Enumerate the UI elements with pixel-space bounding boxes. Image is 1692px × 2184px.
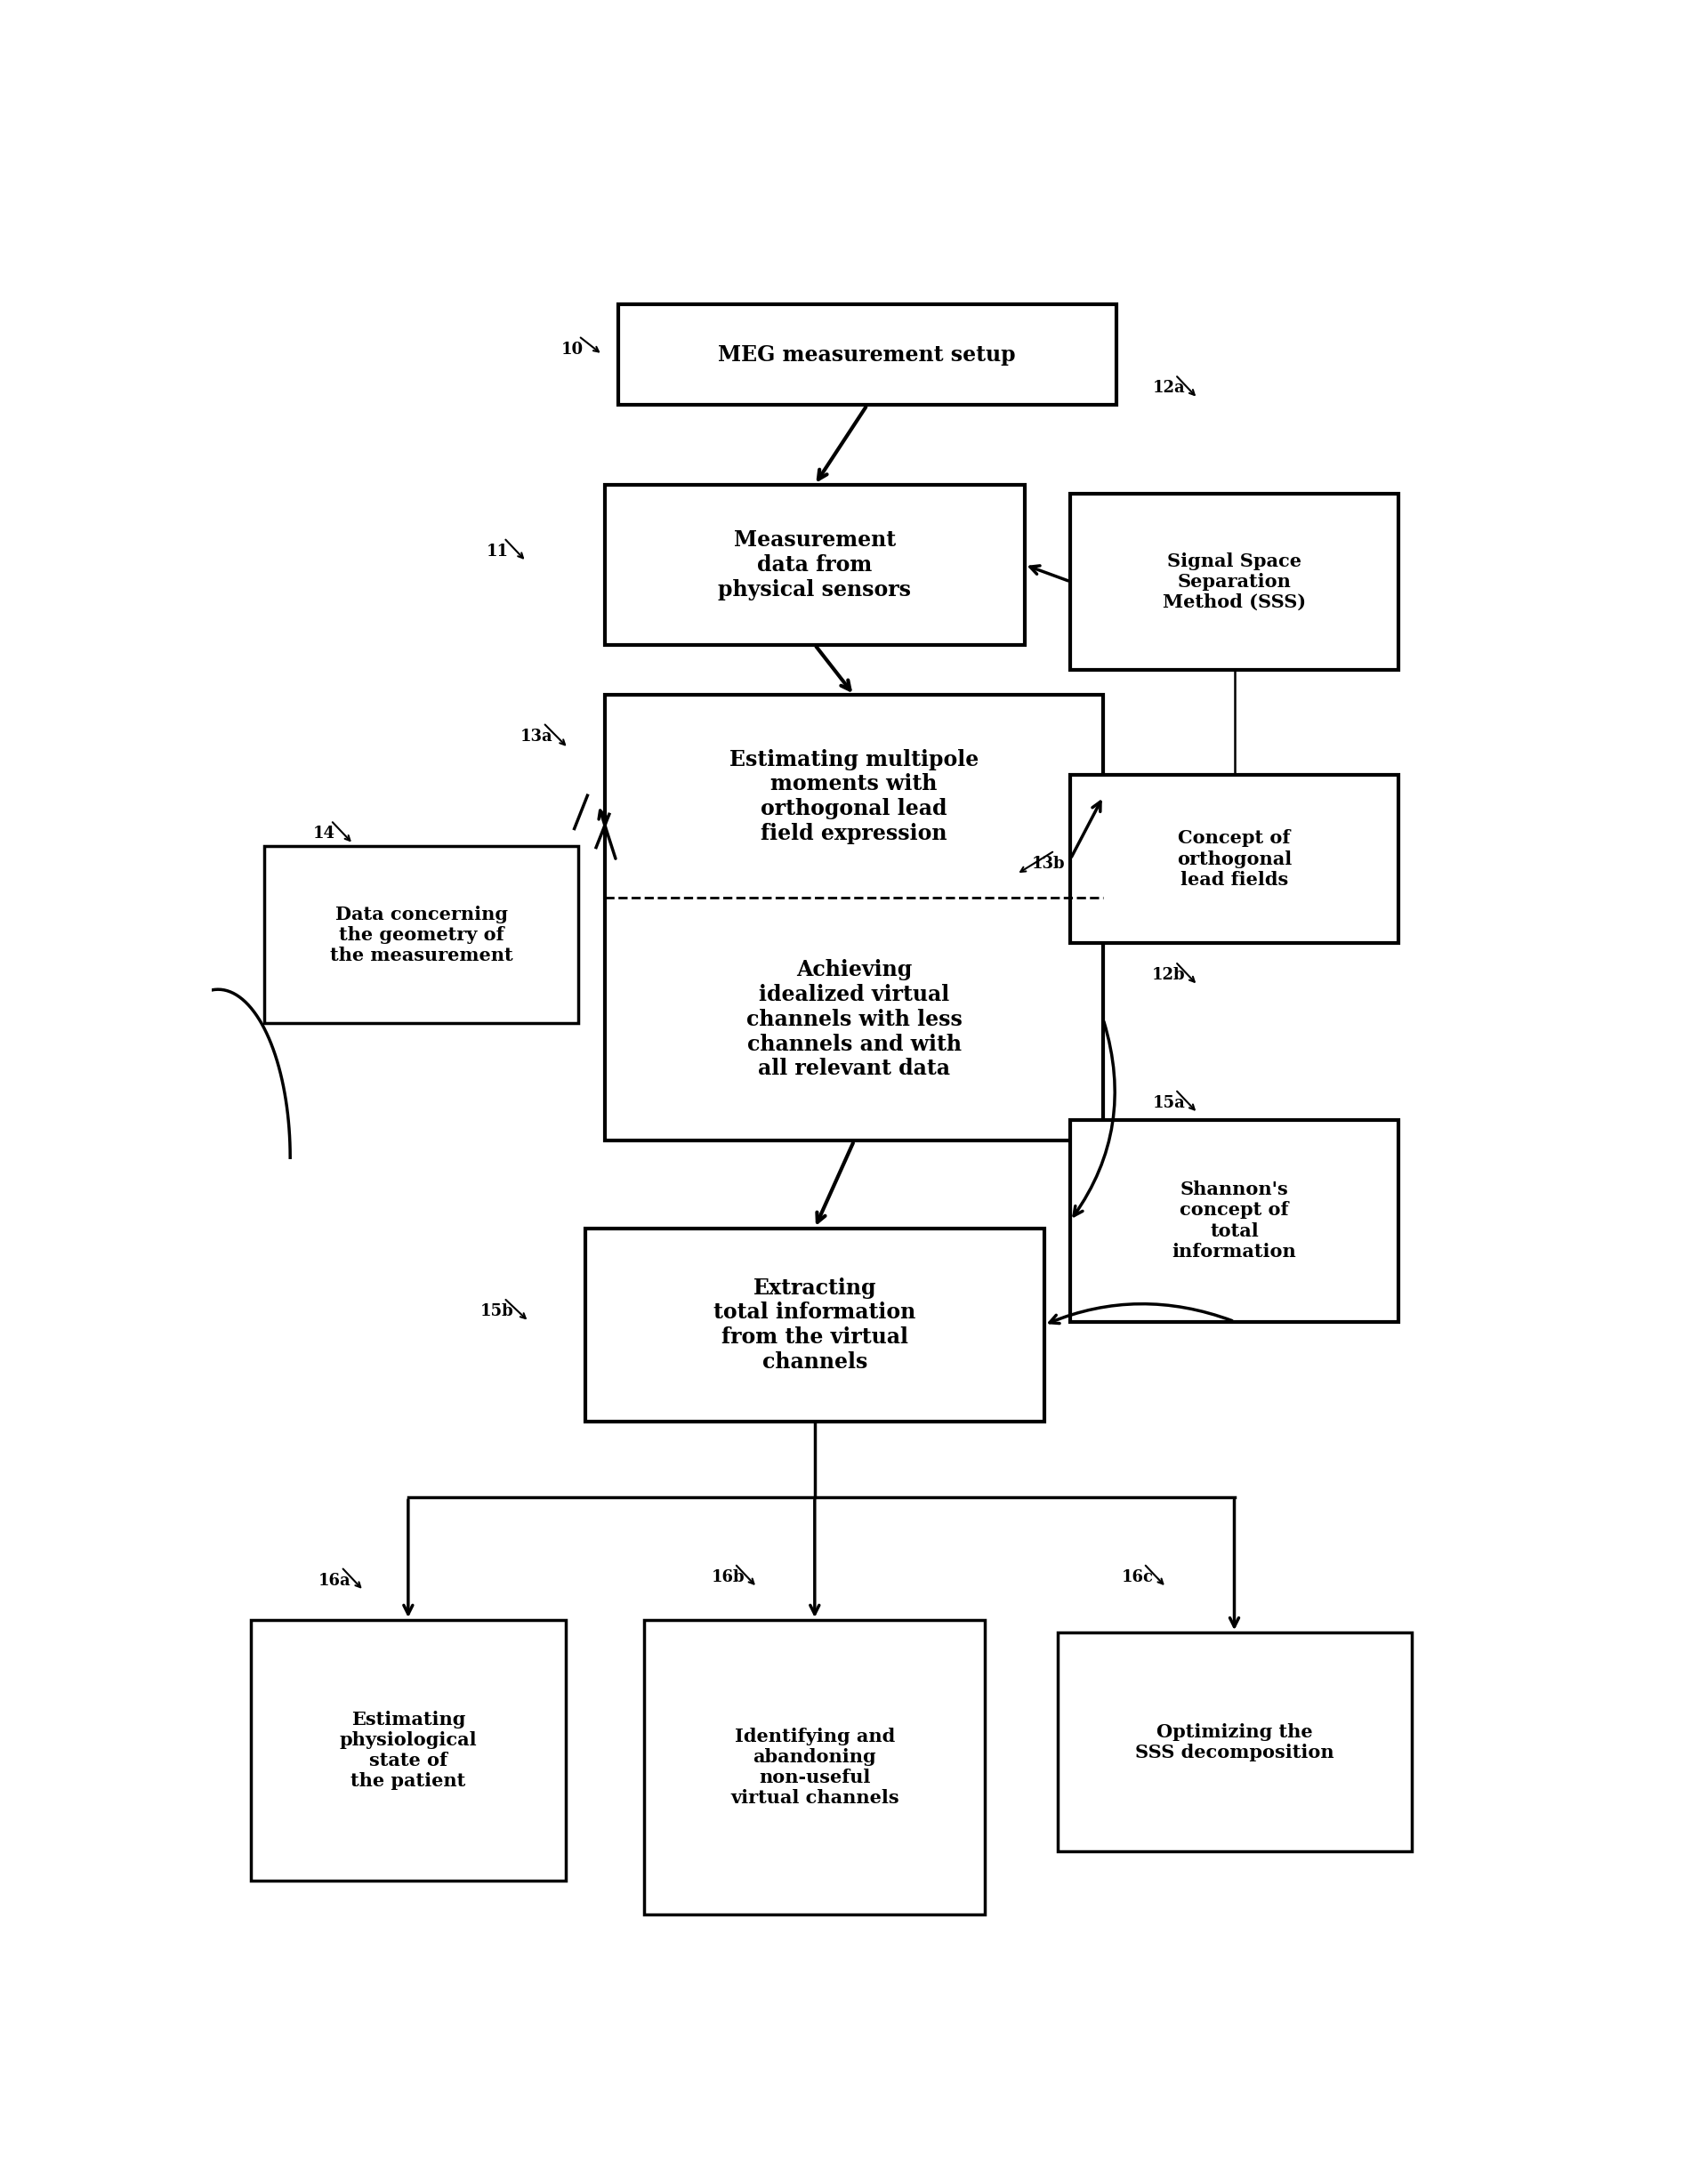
FancyBboxPatch shape: [264, 847, 579, 1022]
Text: Identifying and
abandoning
non-useful
virtual channels: Identifying and abandoning non-useful vi…: [731, 1728, 898, 1806]
Text: 13b: 13b: [1032, 856, 1064, 871]
Text: 16a: 16a: [318, 1572, 350, 1588]
Text: 15a: 15a: [1152, 1094, 1184, 1112]
Text: 13a: 13a: [521, 727, 553, 745]
FancyBboxPatch shape: [1071, 775, 1398, 943]
Text: 10: 10: [562, 341, 584, 358]
Text: 15b: 15b: [481, 1304, 514, 1319]
Text: Estimating
physiological
state of
the patient: Estimating physiological state of the pa…: [340, 1710, 477, 1791]
Text: 16b: 16b: [711, 1568, 744, 1586]
FancyBboxPatch shape: [1058, 1634, 1411, 1852]
FancyBboxPatch shape: [618, 304, 1117, 404]
Text: 16c: 16c: [1122, 1568, 1154, 1586]
Text: Achieving
idealized virtual
channels with less
channels and with
all relevant da: Achieving idealized virtual channels wit…: [746, 959, 963, 1079]
FancyBboxPatch shape: [250, 1621, 565, 1880]
FancyBboxPatch shape: [645, 1621, 985, 1915]
FancyBboxPatch shape: [585, 1227, 1044, 1422]
Text: Optimizing the
SSS decomposition: Optimizing the SSS decomposition: [1135, 1723, 1333, 1760]
Text: MEG measurement setup: MEG measurement setup: [719, 343, 1015, 365]
Text: Measurement
data from
physical sensors: Measurement data from physical sensors: [717, 529, 912, 601]
Text: 12a: 12a: [1152, 380, 1184, 395]
Text: Signal Space
Separation
Method (SSS): Signal Space Separation Method (SSS): [1162, 553, 1306, 612]
Text: 12b: 12b: [1152, 968, 1186, 983]
Text: Extracting
total information
from the virtual
channels: Extracting total information from the vi…: [714, 1278, 915, 1374]
FancyBboxPatch shape: [1071, 494, 1398, 670]
Text: 11: 11: [486, 544, 509, 559]
Text: Shannon's
concept of
total
information: Shannon's concept of total information: [1173, 1182, 1296, 1260]
Text: Concept of
orthogonal
lead fields: Concept of orthogonal lead fields: [1178, 830, 1291, 889]
Text: Data concerning
the geometry of
the measurement: Data concerning the geometry of the meas…: [330, 904, 513, 965]
FancyBboxPatch shape: [604, 695, 1103, 1140]
Text: Estimating multipole
moments with
orthogonal lead
field expression: Estimating multipole moments with orthog…: [729, 749, 978, 845]
FancyBboxPatch shape: [606, 485, 1025, 644]
Text: 14: 14: [313, 826, 335, 841]
FancyBboxPatch shape: [1071, 1120, 1398, 1321]
